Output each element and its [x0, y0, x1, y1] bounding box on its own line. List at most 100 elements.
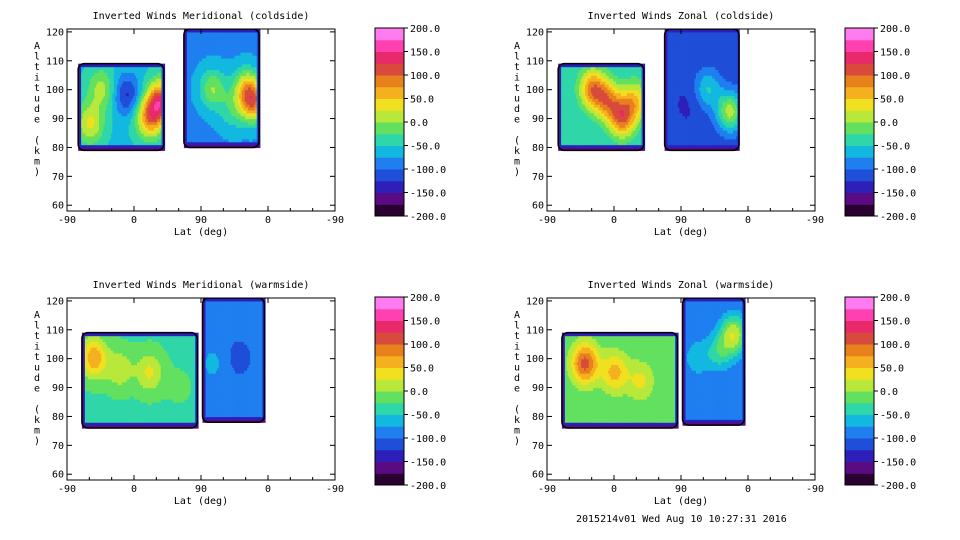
data-cell: [253, 60, 256, 65]
data-cell: [204, 75, 207, 79]
data-cell: [247, 29, 250, 33]
data-cell: [115, 147, 118, 151]
data-cell: [206, 29, 209, 33]
data-cell: [215, 89, 218, 94]
data-cell: [109, 124, 112, 128]
data-cell: [186, 34, 189, 39]
data-cell: [113, 66, 116, 71]
data-cell: [236, 55, 239, 59]
data-cell: [84, 104, 87, 108]
data-cell: [130, 104, 133, 108]
data-cell: [250, 121, 253, 125]
data-cell: [246, 31, 249, 36]
data-cell: [203, 109, 206, 114]
data-cell: [587, 101, 590, 105]
data-cell: [249, 86, 252, 91]
data-cell: [237, 60, 240, 65]
data-cell: [145, 130, 148, 134]
data-cell: [231, 130, 234, 134]
data-cell: [78, 104, 81, 108]
data-cell: [125, 118, 128, 123]
data-cell: [85, 118, 88, 123]
data-cell: [192, 63, 195, 68]
data-cell: [206, 31, 209, 36]
data-cell: [207, 112, 210, 117]
data-cell: [582, 66, 585, 71]
data-cell: [249, 60, 252, 65]
data-cell: [85, 127, 88, 131]
data-cell: [189, 127, 192, 131]
data-cell: [558, 98, 561, 102]
data-cell: [82, 101, 85, 105]
data-cell: [256, 43, 259, 47]
data-cell: [81, 115, 84, 120]
data-cell: [115, 69, 118, 73]
data-cell: [222, 107, 225, 111]
data-cell: [198, 37, 201, 42]
data-cell: [579, 127, 582, 131]
data-cell: [121, 115, 124, 120]
data-cell: [246, 118, 249, 123]
data-cell: [602, 81, 605, 85]
data-cell: [244, 66, 247, 71]
data-cell: [207, 57, 210, 62]
data-cell: [579, 69, 582, 73]
data-cell: [234, 83, 237, 88]
data-cell: [139, 101, 142, 105]
data-cell: [130, 78, 133, 82]
data-cell: [148, 127, 151, 131]
data-cell: [215, 138, 218, 143]
data-cell: [227, 104, 230, 108]
data-cell: [212, 75, 215, 79]
data-cell: [127, 86, 130, 91]
data-cell: [100, 135, 103, 140]
data-cell: [215, 83, 218, 88]
data-cell: [84, 121, 87, 125]
data-cell: [149, 144, 152, 149]
data-cell: [96, 107, 99, 111]
data-cell: [115, 81, 118, 85]
data-cell: [142, 130, 145, 134]
data-cell: [561, 147, 564, 151]
y-axis-label-char: (: [34, 136, 40, 147]
data-cell: [239, 46, 242, 50]
data-cell: [221, 118, 224, 123]
data-cell: [112, 72, 115, 76]
data-cell: [228, 138, 231, 143]
data-cell: [574, 69, 577, 73]
data-cell: [249, 144, 252, 149]
data-cell: [201, 75, 204, 79]
data-cell: [85, 107, 88, 111]
data-cell: [82, 86, 85, 91]
data-cell: [94, 63, 97, 68]
data-cell: [116, 95, 119, 99]
data-cell: [607, 72, 610, 76]
data-cell: [592, 86, 595, 91]
data-cell: [213, 112, 216, 117]
data-cell: [103, 92, 106, 97]
data-cell: [255, 124, 258, 128]
data-cell: [94, 66, 97, 71]
data-cell: [90, 130, 93, 134]
data-cell: [82, 124, 85, 128]
data-cell: [216, 86, 219, 91]
data-cell: [253, 81, 256, 85]
data-cell: [230, 49, 233, 53]
data-cell: [231, 127, 234, 131]
data-cell: [113, 112, 116, 117]
data-cell: [194, 81, 197, 85]
data-cell: [146, 107, 149, 111]
data-cell: [203, 95, 206, 99]
data-cell: [148, 130, 151, 134]
data-cell: [143, 135, 146, 140]
data-cell: [589, 98, 592, 102]
data-cell: [136, 98, 139, 102]
data-cell: [579, 109, 582, 114]
data-cell: [119, 86, 122, 91]
data-cell: [222, 144, 225, 149]
data-cell: [605, 63, 608, 68]
data-cell: [561, 138, 564, 143]
data-cell: [103, 98, 106, 102]
data-cell: [573, 121, 576, 125]
data-cell: [221, 124, 224, 128]
